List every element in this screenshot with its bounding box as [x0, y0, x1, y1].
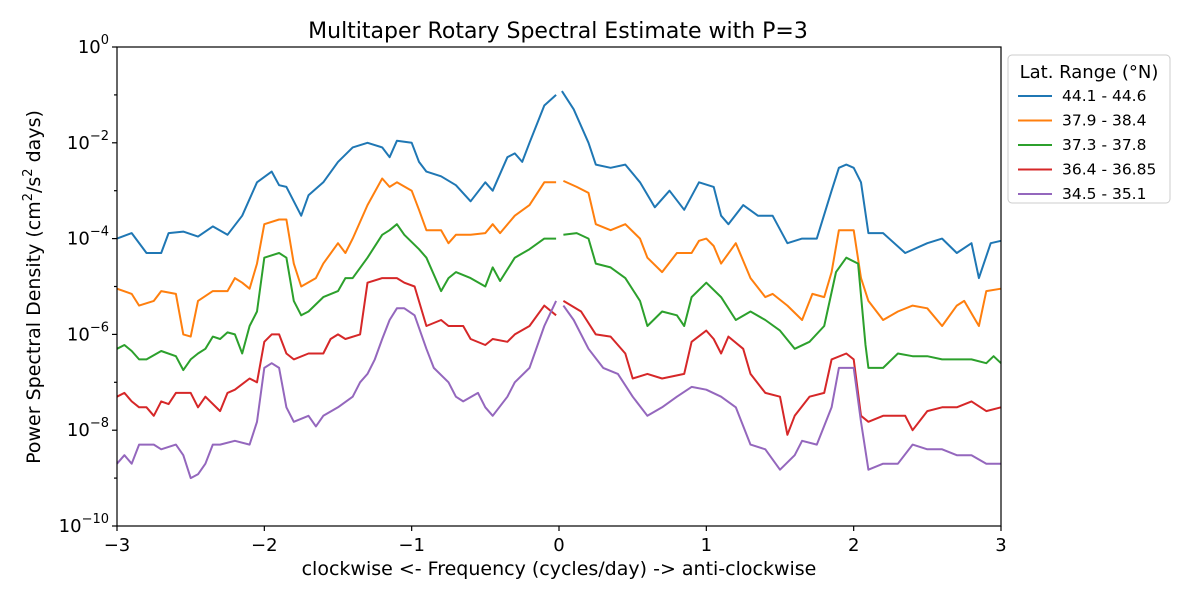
legend: Lat. Range (°N) 44.1 - 44.6 37.9 - 38.4 37…: [1007, 54, 1171, 204]
legend-box: [1007, 54, 1171, 204]
series-line-2-left: [116, 177, 557, 338]
x-tick-label: −2: [251, 535, 278, 556]
series-line-4-right: [562, 300, 1002, 436]
legend-label: 36.4 - 36.85: [1062, 161, 1156, 179]
y-tick-label: 10−6: [67, 320, 109, 345]
legend-title: Lat. Range (°N): [1020, 62, 1159, 83]
series-line-1-right: [561, 90, 1002, 280]
legend-label: 44.1 - 44.6: [1062, 87, 1146, 105]
series-line-3-right: [563, 232, 1002, 369]
series-line-3-left: [116, 223, 557, 372]
y-tick-label: 10−10: [59, 512, 109, 537]
x-tick-label: 1: [701, 535, 712, 556]
x-tick-label: 3: [995, 535, 1006, 556]
legend-entries: 44.1 - 44.6 37.9 - 38.4 37.3 - 37.8 36.4 - …: [1018, 87, 1156, 203]
series-layer: [116, 90, 1002, 480]
x-tick-label: 0: [553, 535, 564, 556]
y-tick-label: 100: [78, 33, 109, 58]
x-tick-label: 2: [848, 535, 859, 556]
series-line-5-right: [562, 305, 1001, 471]
legend-label: 37.9 - 38.4: [1062, 112, 1146, 130]
x-axis-label: clockwise <- Frequency (cycles/day) -> a…: [302, 558, 817, 580]
series-line-2-right: [562, 179, 1002, 327]
legend-label: 37.3 - 37.8: [1062, 136, 1146, 154]
series-line-4-left: [116, 277, 557, 417]
y-axis: 10−10 10−8 10−6 10−4 10−2 100: [59, 33, 117, 537]
legend-label: 34.5 - 35.1: [1062, 185, 1146, 203]
x-tick-label: −1: [398, 535, 425, 556]
series-line-1-left: [116, 94, 557, 254]
chart-title: Multitaper Rotary Spectral Estimate with…: [308, 19, 808, 44]
series-line-5-left: [116, 300, 558, 480]
y-tick-label: 10−8: [67, 416, 109, 441]
x-axis: −3 −2 −1 0 1 2 3: [104, 526, 1007, 556]
y-tick-label: 10−4: [67, 225, 109, 250]
x-tick-label: −3: [104, 535, 131, 556]
y-axis-label: Power Spectral Density (cm2/s2 days): [21, 110, 45, 464]
y-tick-label: 10−2: [67, 129, 109, 154]
